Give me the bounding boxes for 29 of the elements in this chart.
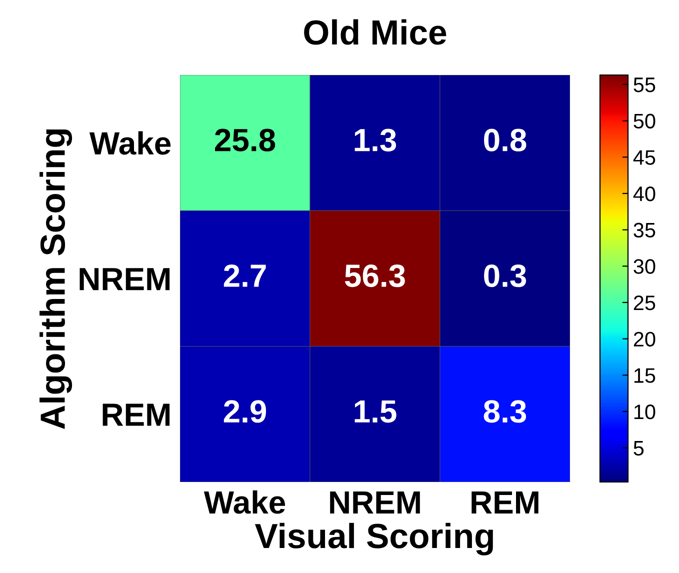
data-label: 8.3 [484, 400, 526, 423]
data-label: 1.5 [354, 400, 396, 423]
data-label: 56.3 [344, 264, 405, 288]
y-tick-label: NREM [80, 268, 170, 290]
data-label: 2.7 [224, 264, 266, 287]
y-axis-title: Algorithm Scoring [40, 129, 72, 430]
color-bar-label: 50 [634, 114, 656, 129]
y-tick-label: Wake [89, 131, 171, 155]
color-bar-label: 5 [634, 441, 644, 456]
color-bar-label: 45 [633, 150, 656, 165]
data-label: 1.3 [354, 128, 396, 152]
x-tick-label: NREM [330, 492, 420, 514]
color-bar-label: 30 [634, 259, 656, 274]
data-label: 0.8 [484, 128, 526, 152]
x-tick-label: REM [472, 492, 538, 514]
x-tick-label: Wake [204, 490, 286, 514]
data-label: 2.9 [224, 400, 266, 423]
chart-title: Old Mice [304, 19, 446, 45]
color-bar-label: 10 [634, 404, 656, 420]
data-label: 25.8 [215, 128, 276, 152]
color-bar-label: 40 [633, 186, 656, 202]
color-bar-label: 35 [634, 222, 656, 238]
data-label: 0.3 [484, 264, 526, 288]
color-bar-label: 25 [634, 295, 656, 310]
color-bar-label: 15 [634, 368, 656, 383]
y-tick-label: REM [102, 404, 170, 426]
color-bar-label: 20 [634, 332, 656, 347]
color-bar-label: 55 [634, 78, 656, 92]
x-axis-title: Visual Scoring [254, 522, 493, 556]
